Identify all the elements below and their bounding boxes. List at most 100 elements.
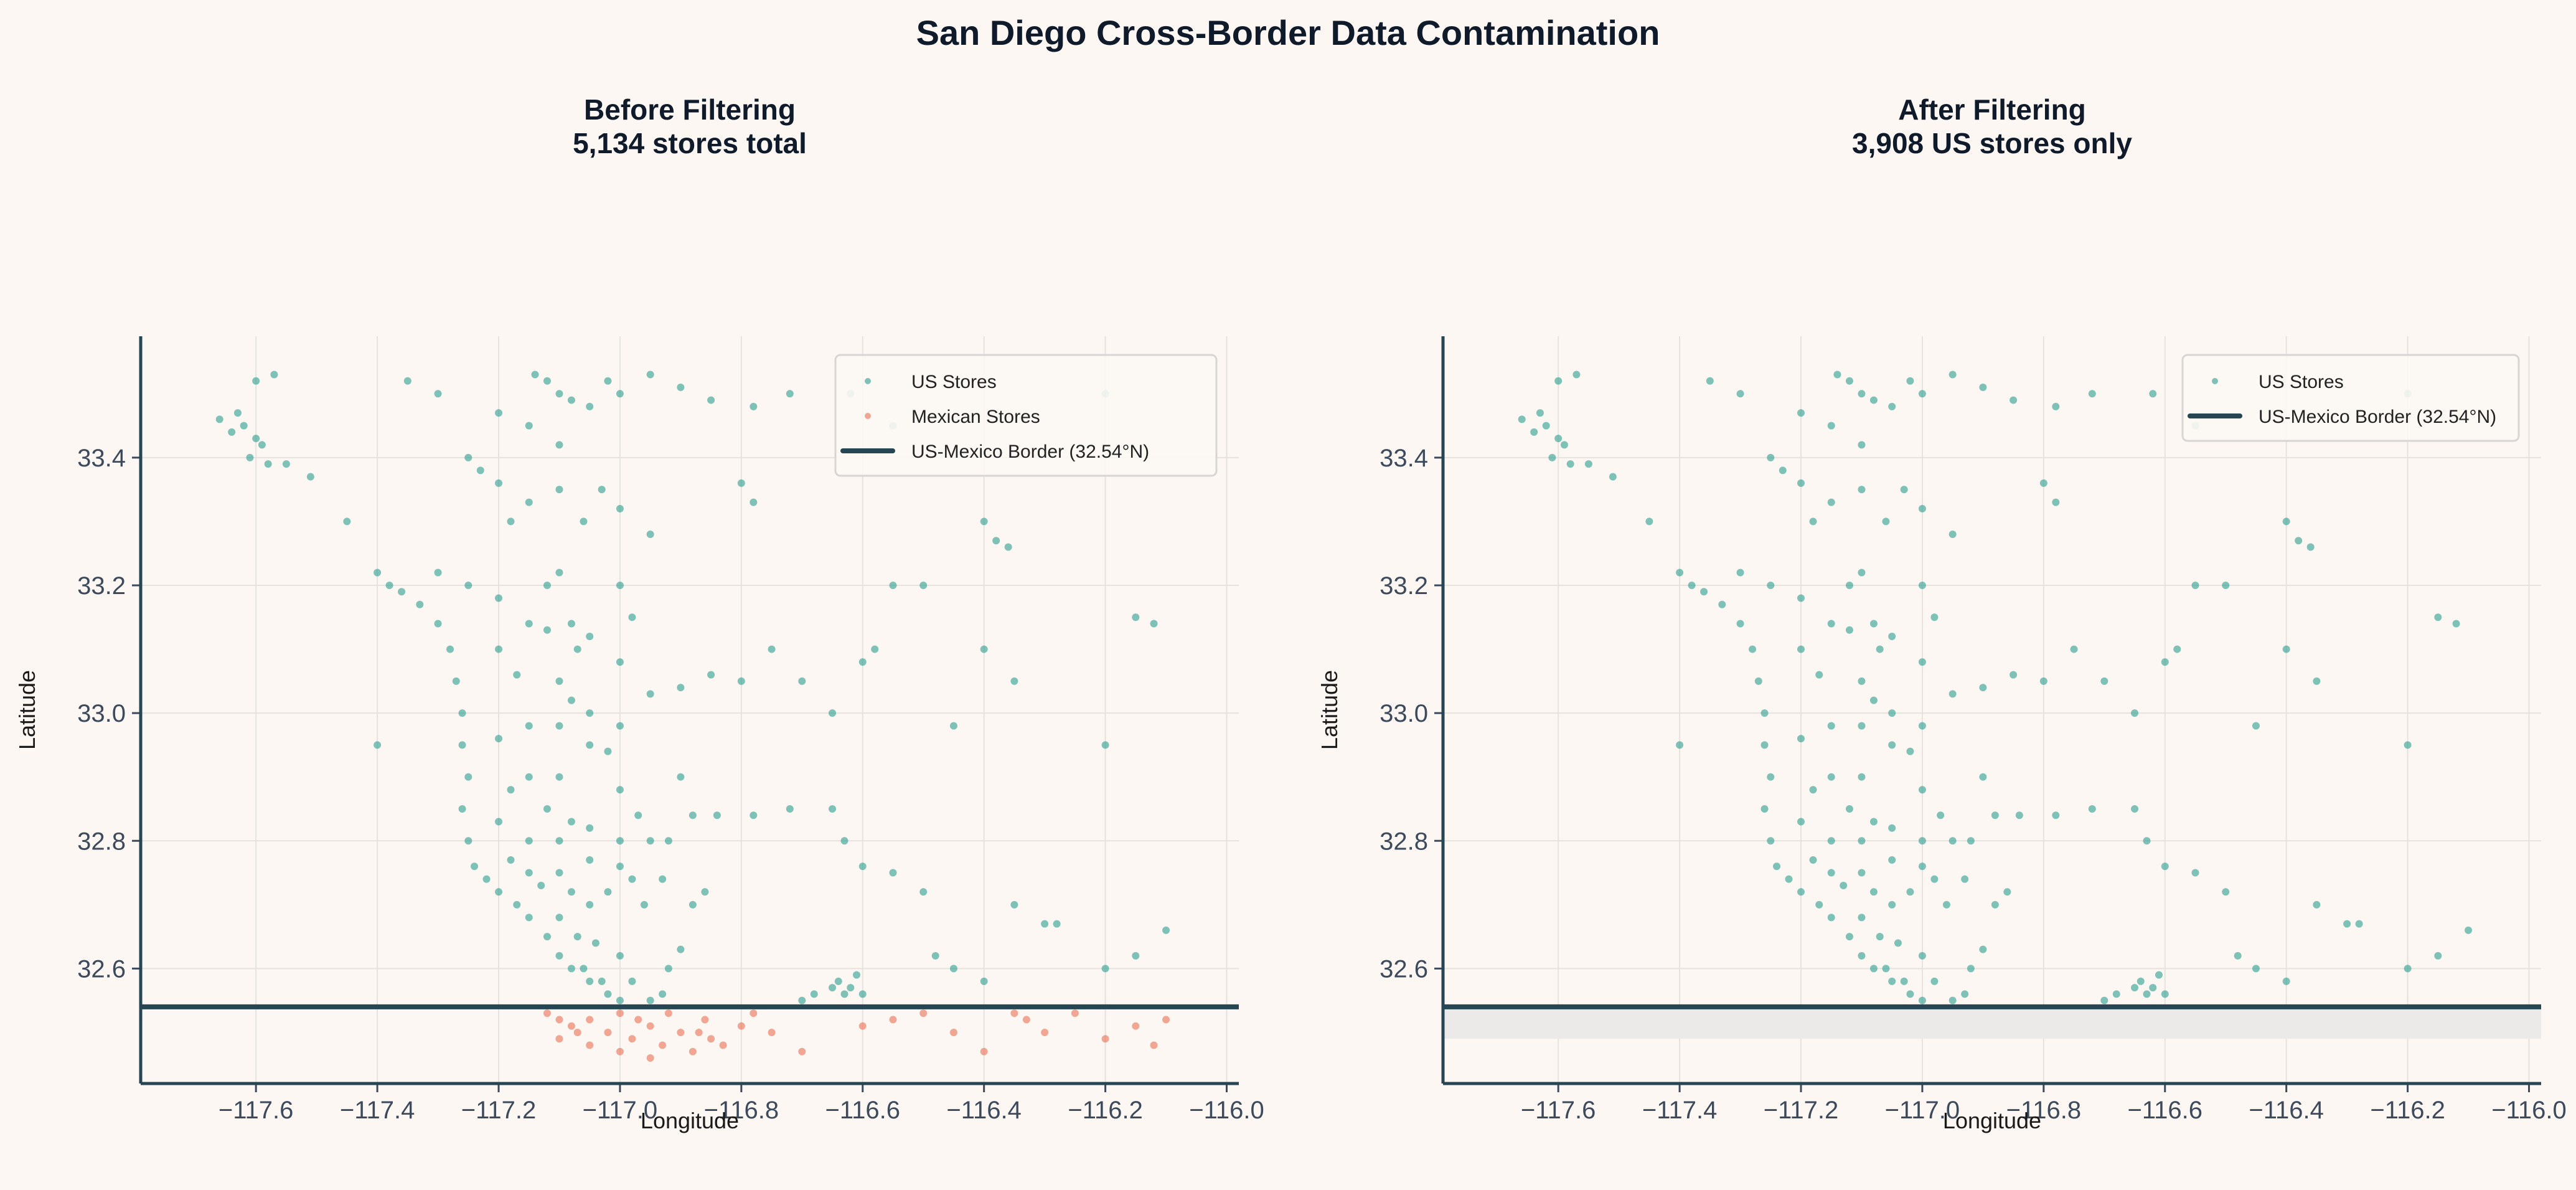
us-store-point bbox=[2136, 977, 2145, 985]
us-store-point bbox=[434, 620, 442, 628]
us-store-point bbox=[1979, 945, 1987, 953]
us-store-point bbox=[1767, 453, 1775, 461]
x-tick-label: −116.4 bbox=[946, 1097, 1022, 1124]
us-store-point bbox=[2173, 645, 2181, 653]
us-store-point bbox=[1760, 709, 1769, 717]
us-store-point bbox=[2015, 811, 2023, 819]
us-store-point bbox=[1918, 862, 1926, 871]
us-store-point bbox=[677, 945, 685, 953]
mexican-store-point bbox=[628, 1035, 636, 1043]
us-store-point bbox=[659, 990, 667, 998]
us-store-point bbox=[616, 862, 624, 871]
us-store-point bbox=[2295, 537, 2303, 545]
us-store-point bbox=[689, 900, 697, 909]
us-store-point bbox=[306, 473, 314, 481]
legend: US Stores Mexican Stores US-Mexico Border … bbox=[834, 354, 1218, 477]
us-store-point bbox=[1869, 888, 1878, 896]
us-store-point bbox=[1858, 722, 1866, 730]
us-store-point bbox=[677, 773, 685, 781]
us-store-point bbox=[495, 594, 503, 602]
us-store-point bbox=[2355, 920, 2363, 928]
us-store-point bbox=[1676, 741, 1684, 749]
us-store-point bbox=[2112, 990, 2120, 998]
us-store-point bbox=[1736, 620, 1744, 628]
us-store-point bbox=[992, 537, 1000, 545]
mexican-store-point bbox=[646, 1022, 654, 1030]
us-store-point bbox=[458, 741, 466, 749]
us-store-point bbox=[1858, 773, 1866, 781]
us-store-point bbox=[1827, 498, 1835, 506]
x-tick-label: −117.2 bbox=[461, 1097, 537, 1124]
us-store-point bbox=[543, 805, 551, 813]
figure-title: San Diego Cross-Border Data Contaminatio… bbox=[916, 13, 1660, 52]
us-store-point bbox=[1858, 441, 1866, 449]
us-store-point bbox=[567, 396, 575, 404]
us-store-point bbox=[233, 409, 242, 417]
us-store-point bbox=[1845, 582, 1853, 589]
us-store-point bbox=[858, 862, 867, 871]
us-store-point bbox=[604, 990, 612, 998]
mexican-store-point bbox=[889, 1016, 897, 1024]
us-store-point bbox=[1797, 735, 1805, 743]
us-store-point bbox=[1930, 613, 1939, 621]
us-store-point bbox=[2434, 952, 2442, 960]
us-store-point bbox=[2465, 926, 2473, 934]
us-store-point bbox=[1906, 747, 1914, 755]
y-axis-label: Latitude bbox=[1317, 670, 1342, 750]
us-store-point bbox=[604, 747, 612, 755]
us-store-point bbox=[1869, 620, 1878, 628]
x-tick-label: −117.4 bbox=[340, 1097, 415, 1124]
legend-label: US-Mexico Border (32.54°N) bbox=[911, 442, 1149, 462]
us-store-point bbox=[1827, 422, 1835, 430]
us-store-point bbox=[829, 709, 837, 717]
us-store-point bbox=[555, 914, 563, 922]
us-store-point bbox=[1706, 377, 1714, 385]
us-store-point bbox=[374, 741, 382, 749]
us-store-point bbox=[555, 722, 563, 730]
us-store-point bbox=[634, 811, 642, 819]
mexican-store-point bbox=[659, 1041, 667, 1049]
us-store-point bbox=[2149, 390, 2157, 398]
us-store-point bbox=[810, 990, 818, 998]
us-store-point bbox=[513, 671, 521, 679]
us-store-point bbox=[2131, 984, 2139, 992]
us-store-point bbox=[1888, 633, 1896, 641]
us-store-point bbox=[713, 811, 721, 819]
y-axis-label: Latitude bbox=[14, 670, 40, 750]
us-store-point bbox=[646, 690, 654, 698]
us-store-point bbox=[1900, 977, 1908, 985]
us-store-point bbox=[1101, 965, 1109, 973]
mexican-store-point bbox=[919, 1009, 928, 1018]
us-store-point bbox=[1888, 977, 1896, 985]
us-store-point bbox=[2222, 888, 2230, 896]
us-store-point bbox=[616, 390, 624, 398]
us-store-point bbox=[1876, 933, 1884, 941]
legend: US Stores US-Mexico Border (32.54°N) bbox=[2181, 354, 2520, 442]
us-store-point bbox=[980, 517, 988, 526]
us-store-point bbox=[495, 888, 503, 896]
us-store-point bbox=[2143, 837, 2151, 845]
us-store-point bbox=[1797, 594, 1805, 602]
us-store-point bbox=[591, 939, 599, 947]
us-store-point bbox=[1815, 900, 1823, 909]
us-store-point bbox=[840, 837, 848, 845]
us-store-point bbox=[1560, 441, 1568, 449]
us-store-point bbox=[701, 888, 709, 896]
panel-subtitle: 5,134 stores total bbox=[573, 127, 807, 159]
us-store-point bbox=[2234, 952, 2242, 960]
us-store-point bbox=[458, 709, 466, 717]
us-store-point bbox=[1967, 837, 1975, 845]
us-store-point bbox=[2149, 984, 2157, 992]
us-store-point bbox=[949, 722, 957, 730]
x-axis-label: Longitude bbox=[641, 1108, 739, 1133]
us-store-point bbox=[1845, 805, 1853, 813]
us-store-point bbox=[446, 645, 454, 653]
us-store-point bbox=[1010, 677, 1018, 685]
legend-box bbox=[834, 354, 1218, 477]
us-store-point bbox=[1773, 862, 1781, 871]
us-store-point bbox=[677, 384, 685, 392]
us-store-point bbox=[1888, 900, 1896, 909]
us-store-point bbox=[2010, 396, 2018, 404]
us-store-point bbox=[1858, 837, 1866, 845]
mexican-store-point bbox=[586, 1016, 594, 1024]
